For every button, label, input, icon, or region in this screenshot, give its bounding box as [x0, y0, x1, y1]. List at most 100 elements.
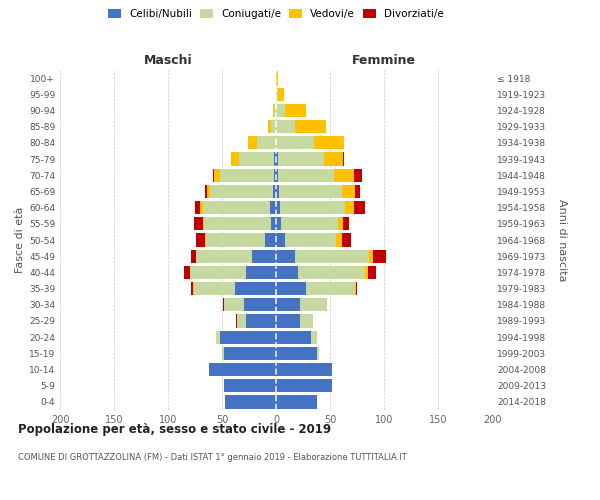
- Bar: [224, 379, 276, 392]
- Bar: [278, 152, 323, 166]
- Bar: [205, 234, 206, 246]
- Bar: [246, 314, 276, 328]
- Bar: [271, 217, 276, 230]
- Bar: [278, 168, 334, 182]
- Bar: [276, 185, 279, 198]
- Bar: [276, 346, 317, 360]
- Bar: [269, 201, 276, 214]
- Bar: [196, 250, 252, 263]
- Text: Maschi: Maschi: [143, 54, 193, 67]
- Bar: [224, 298, 244, 312]
- Bar: [274, 104, 276, 117]
- Bar: [334, 168, 354, 182]
- Bar: [273, 185, 276, 198]
- Bar: [278, 88, 284, 101]
- Bar: [203, 217, 271, 230]
- Bar: [193, 282, 194, 295]
- Bar: [207, 185, 210, 198]
- Bar: [276, 217, 281, 230]
- Bar: [220, 330, 276, 344]
- Bar: [306, 282, 355, 295]
- Bar: [276, 282, 306, 295]
- Bar: [195, 201, 200, 214]
- Bar: [268, 120, 271, 134]
- Bar: [365, 266, 368, 279]
- Bar: [276, 379, 332, 392]
- Legend: Celibi/Nubili, Coniugati/e, Vedovi/e, Divorziati/e: Celibi/Nubili, Coniugati/e, Vedovi/e, Di…: [104, 5, 448, 24]
- Bar: [237, 314, 246, 328]
- Bar: [239, 152, 274, 166]
- Bar: [373, 250, 386, 263]
- Bar: [355, 282, 356, 295]
- Bar: [194, 217, 203, 230]
- Bar: [343, 152, 344, 166]
- Bar: [276, 72, 278, 85]
- Bar: [276, 266, 298, 279]
- Y-axis label: Anni di nascita: Anni di nascita: [557, 198, 567, 281]
- Bar: [236, 314, 237, 328]
- Bar: [337, 234, 342, 246]
- Bar: [190, 266, 246, 279]
- Bar: [230, 152, 239, 166]
- Bar: [355, 185, 360, 198]
- Bar: [281, 217, 338, 230]
- Bar: [205, 185, 207, 198]
- Bar: [271, 120, 276, 134]
- Bar: [206, 234, 265, 246]
- Bar: [222, 346, 224, 360]
- Bar: [276, 330, 311, 344]
- Text: Popolazione per età, sesso e stato civile - 2019: Popolazione per età, sesso e stato civil…: [18, 422, 331, 436]
- Bar: [246, 266, 276, 279]
- Bar: [356, 282, 357, 295]
- Bar: [317, 346, 319, 360]
- Bar: [284, 104, 306, 117]
- Bar: [265, 234, 276, 246]
- Bar: [203, 201, 269, 214]
- Bar: [369, 250, 373, 263]
- Bar: [196, 234, 205, 246]
- Bar: [209, 363, 276, 376]
- Bar: [323, 152, 343, 166]
- Bar: [354, 201, 365, 214]
- Bar: [276, 201, 280, 214]
- Bar: [342, 185, 355, 198]
- Bar: [300, 314, 313, 328]
- Bar: [276, 88, 278, 101]
- Bar: [276, 168, 278, 182]
- Bar: [314, 136, 344, 149]
- Bar: [276, 298, 300, 312]
- Bar: [276, 136, 314, 149]
- Bar: [284, 234, 337, 246]
- Bar: [191, 250, 196, 263]
- Bar: [295, 120, 326, 134]
- Bar: [343, 217, 349, 230]
- Bar: [257, 136, 276, 149]
- Bar: [295, 250, 369, 263]
- Bar: [274, 152, 276, 166]
- Bar: [345, 201, 354, 214]
- Bar: [194, 282, 235, 295]
- Bar: [368, 266, 376, 279]
- Bar: [244, 298, 276, 312]
- Bar: [300, 298, 327, 312]
- Bar: [274, 168, 276, 182]
- Text: COMUNE DI GROTTAZZOLINA (FM) - Dati ISTAT 1° gennaio 2019 - Elaborazione TUTTITA: COMUNE DI GROTTAZZOLINA (FM) - Dati ISTA…: [18, 452, 407, 462]
- Bar: [311, 330, 317, 344]
- Bar: [225, 396, 276, 408]
- Bar: [252, 250, 276, 263]
- Bar: [276, 250, 295, 263]
- Bar: [273, 104, 274, 117]
- Bar: [200, 201, 203, 214]
- Y-axis label: Fasce di età: Fasce di età: [15, 207, 25, 273]
- Bar: [342, 234, 350, 246]
- Bar: [248, 136, 257, 149]
- Bar: [191, 282, 193, 295]
- Bar: [223, 298, 224, 312]
- Bar: [224, 346, 276, 360]
- Bar: [276, 314, 300, 328]
- Bar: [276, 104, 284, 117]
- Bar: [210, 185, 273, 198]
- Bar: [215, 330, 220, 344]
- Bar: [276, 234, 284, 246]
- Bar: [220, 168, 274, 182]
